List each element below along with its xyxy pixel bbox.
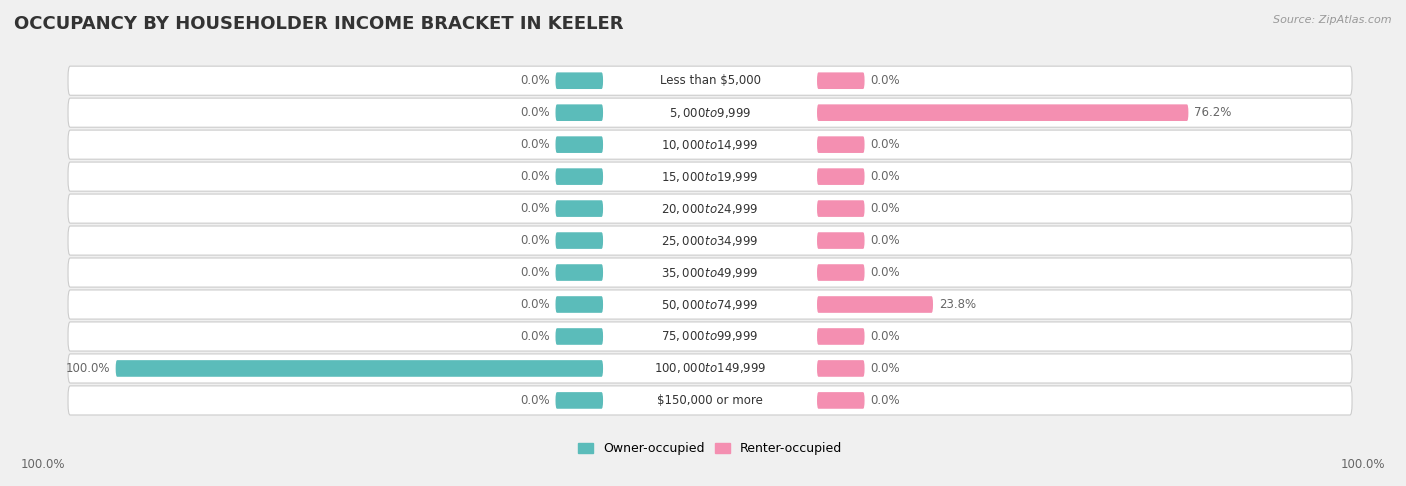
- Text: OCCUPANCY BY HOUSEHOLDER INCOME BRACKET IN KEELER: OCCUPANCY BY HOUSEHOLDER INCOME BRACKET …: [14, 15, 623, 33]
- FancyBboxPatch shape: [67, 130, 1353, 159]
- FancyBboxPatch shape: [67, 354, 1353, 383]
- FancyBboxPatch shape: [817, 137, 865, 153]
- FancyBboxPatch shape: [67, 98, 1353, 127]
- FancyBboxPatch shape: [817, 328, 865, 345]
- Text: 0.0%: 0.0%: [520, 202, 550, 215]
- Text: 100.0%: 100.0%: [1340, 458, 1385, 471]
- Text: $25,000 to $34,999: $25,000 to $34,999: [661, 234, 759, 247]
- FancyBboxPatch shape: [817, 232, 865, 249]
- FancyBboxPatch shape: [817, 296, 934, 313]
- Text: 0.0%: 0.0%: [870, 170, 900, 183]
- FancyBboxPatch shape: [555, 137, 603, 153]
- FancyBboxPatch shape: [555, 392, 603, 409]
- FancyBboxPatch shape: [67, 226, 1353, 255]
- FancyBboxPatch shape: [555, 104, 603, 121]
- FancyBboxPatch shape: [555, 296, 603, 313]
- Text: 0.0%: 0.0%: [870, 362, 900, 375]
- Text: 0.0%: 0.0%: [520, 266, 550, 279]
- Text: 0.0%: 0.0%: [520, 106, 550, 119]
- Text: $15,000 to $19,999: $15,000 to $19,999: [661, 170, 759, 184]
- FancyBboxPatch shape: [555, 200, 603, 217]
- FancyBboxPatch shape: [817, 72, 865, 89]
- FancyBboxPatch shape: [67, 258, 1353, 287]
- FancyBboxPatch shape: [817, 168, 865, 185]
- FancyBboxPatch shape: [817, 264, 865, 281]
- Text: $20,000 to $24,999: $20,000 to $24,999: [661, 202, 759, 216]
- Text: 0.0%: 0.0%: [520, 170, 550, 183]
- Text: $75,000 to $99,999: $75,000 to $99,999: [661, 330, 759, 344]
- Text: $35,000 to $49,999: $35,000 to $49,999: [661, 265, 759, 279]
- Text: 0.0%: 0.0%: [870, 266, 900, 279]
- Text: $5,000 to $9,999: $5,000 to $9,999: [669, 105, 751, 120]
- Text: Less than $5,000: Less than $5,000: [659, 74, 761, 87]
- Text: $150,000 or more: $150,000 or more: [657, 394, 763, 407]
- Text: 100.0%: 100.0%: [65, 362, 110, 375]
- FancyBboxPatch shape: [555, 72, 603, 89]
- Text: 0.0%: 0.0%: [520, 330, 550, 343]
- FancyBboxPatch shape: [555, 328, 603, 345]
- FancyBboxPatch shape: [67, 66, 1353, 95]
- Text: 0.0%: 0.0%: [870, 394, 900, 407]
- FancyBboxPatch shape: [817, 360, 865, 377]
- Text: 0.0%: 0.0%: [870, 138, 900, 151]
- FancyBboxPatch shape: [817, 104, 1188, 121]
- FancyBboxPatch shape: [67, 162, 1353, 191]
- FancyBboxPatch shape: [817, 200, 865, 217]
- FancyBboxPatch shape: [67, 290, 1353, 319]
- FancyBboxPatch shape: [555, 264, 603, 281]
- Text: 0.0%: 0.0%: [520, 138, 550, 151]
- FancyBboxPatch shape: [817, 392, 865, 409]
- Text: 0.0%: 0.0%: [520, 234, 550, 247]
- FancyBboxPatch shape: [67, 322, 1353, 351]
- Text: $50,000 to $74,999: $50,000 to $74,999: [661, 297, 759, 312]
- Text: $100,000 to $149,999: $100,000 to $149,999: [654, 362, 766, 376]
- Text: 23.8%: 23.8%: [939, 298, 976, 311]
- FancyBboxPatch shape: [67, 386, 1353, 415]
- Legend: Owner-occupied, Renter-occupied: Owner-occupied, Renter-occupied: [574, 437, 846, 460]
- FancyBboxPatch shape: [67, 194, 1353, 223]
- Text: 76.2%: 76.2%: [1194, 106, 1232, 119]
- Text: 0.0%: 0.0%: [520, 394, 550, 407]
- Text: 100.0%: 100.0%: [21, 458, 66, 471]
- Text: 0.0%: 0.0%: [870, 202, 900, 215]
- Text: 0.0%: 0.0%: [520, 298, 550, 311]
- Text: Source: ZipAtlas.com: Source: ZipAtlas.com: [1274, 15, 1392, 25]
- Text: 0.0%: 0.0%: [870, 330, 900, 343]
- FancyBboxPatch shape: [555, 168, 603, 185]
- Text: 0.0%: 0.0%: [870, 234, 900, 247]
- FancyBboxPatch shape: [115, 360, 603, 377]
- Text: $10,000 to $14,999: $10,000 to $14,999: [661, 138, 759, 152]
- FancyBboxPatch shape: [555, 232, 603, 249]
- Text: 0.0%: 0.0%: [870, 74, 900, 87]
- Text: 0.0%: 0.0%: [520, 74, 550, 87]
